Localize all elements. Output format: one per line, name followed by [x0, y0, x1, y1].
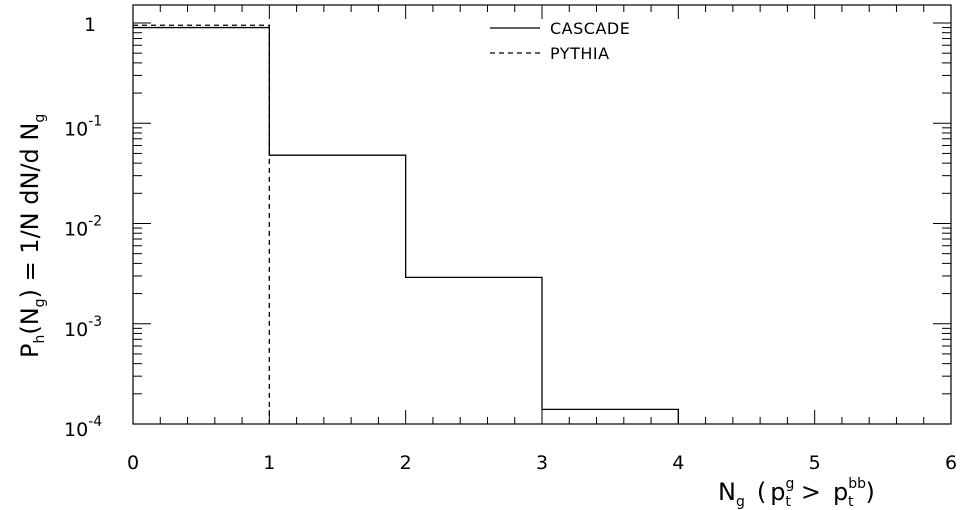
y-tick-label: 10-2: [64, 214, 102, 241]
series-cascade-line: [133, 26, 679, 424]
x-tick-label: 0: [127, 452, 139, 474]
legend-label-pythia: PYTHIA: [550, 44, 610, 63]
histogram-series: [133, 24, 679, 424]
legend: CASCADE PYTHIA: [490, 19, 630, 63]
x-tick-label: 4: [672, 452, 684, 474]
y-tick-labels: 1 10-1 10-2 10-3 10-4: [64, 14, 102, 441]
x-tick-label: 3: [536, 452, 548, 474]
x-tick-label: 6: [945, 452, 957, 474]
series-pythia-line: [133, 24, 270, 424]
x-tick-label: 2: [400, 452, 412, 474]
axis-ticks: [132, 5, 952, 425]
x-tick-label: 1: [263, 452, 275, 474]
y-tick-label: 1: [84, 14, 96, 36]
legend-label-cascade: CASCADE: [550, 19, 630, 38]
y-tick-label: 10-3: [64, 314, 102, 341]
y-tick-label: 10-4: [64, 414, 102, 441]
x-axis-label: Ng(pg t > pbb t): [718, 476, 875, 510]
x-tick-labels: 0 1 2 3 4 5 6: [127, 452, 957, 474]
x-tick-label: 5: [809, 452, 821, 474]
y-axis-label: Ph(Ng) = 1/N dN/d Ng: [16, 114, 48, 358]
y-tick-label: 10-1: [64, 113, 102, 140]
